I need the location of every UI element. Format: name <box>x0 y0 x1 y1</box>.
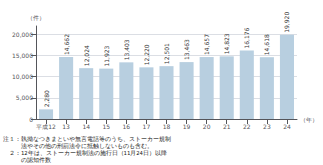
svg-text:（年）: （年） <box>300 116 318 124</box>
svg-text:0: 0 <box>29 116 33 123</box>
svg-text:18: 18 <box>163 123 171 130</box>
svg-text:16: 16 <box>123 123 131 130</box>
svg-text:12,024: 12,024 <box>83 45 90 66</box>
svg-text:5,000: 5,000 <box>16 94 33 101</box>
svg-text:14,618: 14,618 <box>263 34 270 55</box>
svg-text:20: 20 <box>203 123 211 130</box>
svg-text:10,000: 10,000 <box>12 73 33 80</box>
svg-text:15: 15 <box>102 123 110 130</box>
svg-text:17: 17 <box>143 123 151 130</box>
svg-text:15,000: 15,000 <box>12 52 33 59</box>
svg-text:の認知件数: の認知件数 <box>3 157 51 163</box>
svg-text:23: 23 <box>263 123 271 130</box>
svg-text:注１：執拗なつきまといや無言電話等のうち、ストーカー規制: 注１：執拗なつきまといや無言電話等のうち、ストーカー規制 <box>3 135 171 143</box>
svg-text:22: 22 <box>243 123 251 130</box>
svg-text:11,923: 11,923 <box>103 45 110 66</box>
svg-text:14,823: 14,823 <box>223 33 230 54</box>
svg-text:13,463: 13,463 <box>183 39 190 60</box>
svg-text:（件）: （件） <box>27 14 45 22</box>
svg-text:平成12: 平成12 <box>36 123 56 130</box>
svg-text:19: 19 <box>183 123 191 130</box>
svg-text:13,403: 13,403 <box>123 39 130 60</box>
svg-text:19,920: 19,920 <box>283 12 290 33</box>
svg-text:12,501: 12,501 <box>163 43 170 64</box>
svg-text:14,657: 14,657 <box>203 34 210 55</box>
svg-text:14: 14 <box>82 123 90 130</box>
svg-text:２：12年は、ストーカー規制法の施行日（11月24日）以降: ２：12年は、ストーカー規制法の施行日（11月24日）以降 <box>3 150 167 157</box>
svg-text:21: 21 <box>223 123 231 130</box>
svg-text:13: 13 <box>62 123 70 130</box>
svg-text:16,176: 16,176 <box>243 27 250 48</box>
svg-text:法やその他の刑罰法令に抵触しないものも含む。: 法やその他の刑罰法令に抵触しないものも含む。 <box>3 143 153 150</box>
svg-text:14,662: 14,662 <box>63 34 70 55</box>
svg-text:24: 24 <box>283 123 291 130</box>
svg-text:20,000: 20,000 <box>12 31 33 38</box>
svg-text:12,220: 12,220 <box>143 44 150 65</box>
svg-text:2,280: 2,280 <box>43 90 50 107</box>
